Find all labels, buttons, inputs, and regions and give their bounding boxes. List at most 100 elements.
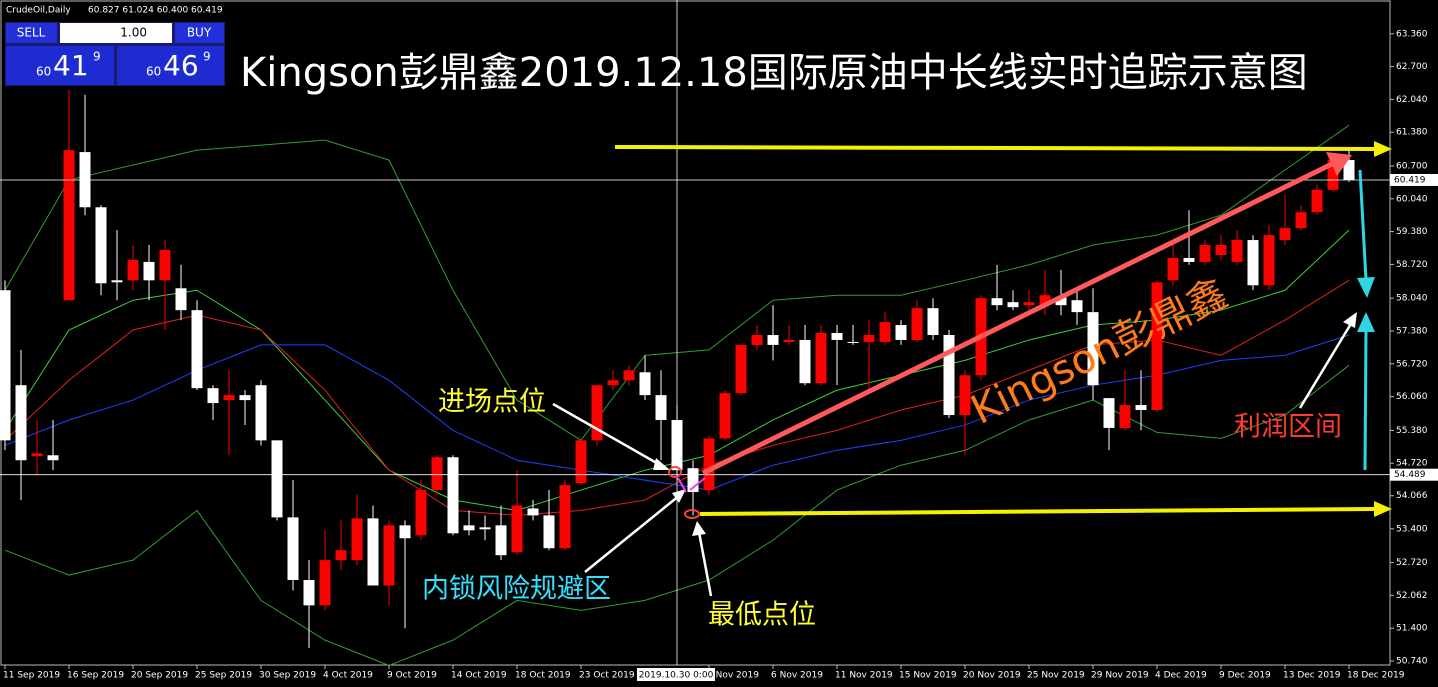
candle-body — [47, 455, 59, 461]
candle-body — [767, 334, 779, 345]
candle-body — [367, 518, 379, 586]
arrow-line — [699, 507, 1375, 516]
y-tick-label: 56.720 — [1396, 359, 1428, 369]
buy-price-box[interactable] — [117, 46, 224, 85]
sell-price-box[interactable] — [6, 46, 114, 85]
buy-big-figure: 60 — [146, 65, 161, 79]
candle-body — [1247, 240, 1259, 286]
x-tick-label: 4 Oct 2019 — [323, 671, 373, 681]
candle-body — [639, 372, 651, 396]
candle-body — [495, 525, 507, 556]
candle-body — [415, 490, 427, 536]
buy-button[interactable] — [175, 23, 224, 43]
x-tick-label: 11 Sep 2019 — [3, 671, 60, 681]
arrow-line — [584, 494, 681, 573]
candle-body — [63, 150, 75, 301]
annotation: 进场点位 — [438, 387, 546, 418]
y-tick-label: 58.720 — [1396, 260, 1428, 270]
candle-body — [287, 517, 299, 581]
arrow-head — [1326, 152, 1352, 176]
time-tag — [637, 668, 715, 681]
arrow-head — [653, 458, 670, 470]
candle-body — [31, 453, 43, 457]
sell-button[interactable] — [6, 23, 57, 43]
plot-area — [0, 0, 1390, 667]
candle-body — [655, 395, 667, 420]
candle-body — [1231, 240, 1243, 262]
arrow-head — [1374, 141, 1392, 157]
x-tick-label: 14 Oct 2019 — [451, 671, 507, 681]
annotation: 内锁风险规避区 — [422, 574, 611, 605]
candle-body — [271, 440, 283, 518]
arrow-head — [1357, 312, 1375, 332]
arrow-head — [692, 521, 706, 536]
y-tick-label: 60.040 — [1396, 194, 1428, 204]
candle-body — [1071, 300, 1083, 313]
candle-body — [1055, 297, 1067, 306]
arrow-line — [1298, 321, 1354, 409]
candle-body — [239, 395, 251, 401]
candle-body — [831, 332, 843, 340]
trade-panel: SELL 1.00 BUY 60 41 9 60 46 9 — [5, 22, 225, 86]
candle-body — [815, 332, 827, 384]
candle-body — [879, 322, 891, 342]
candle-body — [591, 385, 603, 441]
x-tick-label: 1 Nov 2019 — [707, 671, 759, 681]
arrow-line — [1358, 169, 1368, 281]
arrow-line — [689, 477, 706, 491]
candle-body — [175, 288, 187, 311]
candle-body — [751, 334, 763, 345]
annotation: 利润区间 — [1234, 412, 1342, 443]
y-tick-label: 59.380 — [1396, 227, 1428, 237]
arrow-line — [552, 402, 663, 468]
buy-label[interactable]: BUY — [187, 26, 212, 40]
candle-body — [1263, 235, 1275, 286]
x-tick-label: 25 Sep 2019 — [195, 671, 252, 681]
candle-body — [959, 375, 971, 416]
y-tick-label: 53.400 — [1396, 524, 1428, 534]
y-tick-label: 63.360 — [1396, 29, 1428, 39]
price-tag — [1390, 468, 1438, 481]
candle-body — [703, 438, 715, 491]
x-tick-label: 20 Nov 2019 — [963, 671, 1021, 681]
candle-body — [783, 339, 795, 342]
candle-body — [1103, 398, 1115, 428]
arrow-head — [1357, 277, 1375, 298]
buy-pips: 46 — [163, 49, 199, 82]
x-tick-label: 18 Oct 2019 — [515, 671, 571, 681]
candle-body — [127, 259, 139, 281]
y-tick-label: 57.380 — [1396, 327, 1428, 337]
candle-body — [111, 280, 123, 283]
candle-body — [143, 261, 155, 281]
sell-label[interactable]: SELL — [17, 26, 46, 40]
candle-body — [911, 308, 923, 340]
lots-input[interactable] — [60, 23, 172, 43]
candle-body — [1119, 405, 1131, 428]
y-tick-label: 54.720 — [1396, 459, 1428, 469]
chart-title: Kingson彭鼎鑫2019.12.18国际原油中长线实时追踪示意图 — [240, 50, 1308, 96]
candle-body — [1023, 302, 1035, 306]
candle-body — [1087, 312, 1099, 386]
candle-body — [399, 525, 411, 539]
candle-body — [95, 207, 107, 284]
candle-body — [1183, 257, 1195, 262]
y-tick-label: 51.400 — [1396, 624, 1428, 634]
price-tag — [1390, 173, 1438, 186]
candle-body — [1215, 245, 1227, 255]
x-tick-label: 15 Nov 2019 — [899, 671, 957, 681]
arrow-head — [672, 489, 686, 503]
candle-body — [383, 525, 395, 586]
candle-body — [607, 380, 619, 386]
marker-circle — [684, 509, 700, 519]
sell-pips: 41 — [53, 49, 89, 82]
candle-body — [335, 550, 347, 561]
arrow-line — [614, 145, 1375, 151]
lots-value[interactable]: 1.00 — [120, 26, 147, 40]
candle-body — [15, 385, 27, 461]
arrow-line — [677, 477, 687, 493]
candle-body — [303, 580, 315, 606]
candle-body — [575, 440, 587, 484]
candle-body — [527, 508, 539, 516]
